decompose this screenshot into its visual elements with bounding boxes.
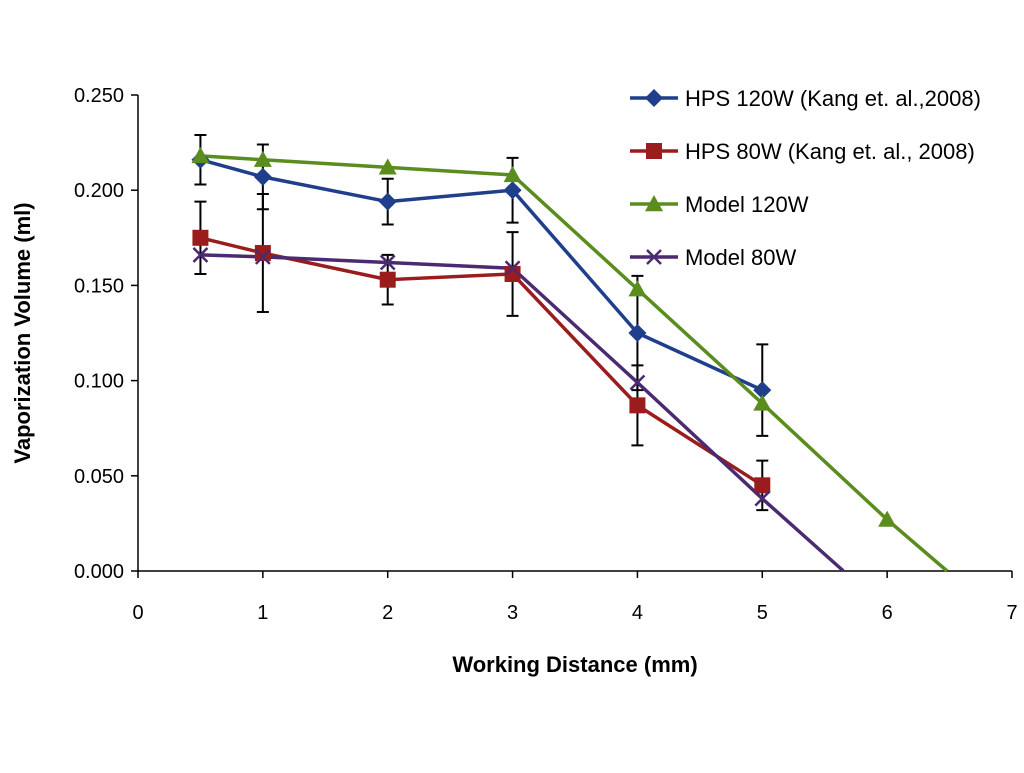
x-tick-label: 0	[132, 602, 143, 624]
data-point	[378, 158, 397, 175]
data-point	[504, 260, 521, 277]
data-point	[629, 374, 646, 391]
series-line	[200, 154, 949, 573]
x-tick-label: 3	[507, 602, 518, 624]
series-markers	[191, 146, 897, 527]
x-tick-label: 1	[257, 602, 268, 624]
x-tick-label: 7	[1006, 602, 1017, 624]
data-point	[254, 248, 271, 265]
data-point	[253, 167, 272, 186]
data-point	[379, 254, 396, 271]
legend-label: Model 80W	[685, 245, 797, 270]
legend-label: HPS 80W (Kang et. al., 2008)	[685, 139, 975, 164]
y-tick-label: 0.200	[74, 180, 124, 202]
legend-label: HPS 120W (Kang et. al.,2008)	[685, 86, 981, 111]
y-tick-label: 0.050	[74, 466, 124, 488]
y-tick-label: 0.100	[74, 371, 124, 393]
y-tick-label: 0.150	[74, 275, 124, 297]
data-point	[628, 324, 647, 342]
legend: HPS 120W (Kang et. al.,2008) HPS 80W (Kan…	[630, 86, 981, 270]
axes: 0.000 0.050 0.100 0.150 0.200 0.250 0 1 2 3 4 5 6 7	[74, 85, 1018, 624]
legend-swatch-marker	[645, 195, 663, 212]
data-point	[254, 245, 271, 262]
x-tick-label: 2	[382, 602, 393, 624]
series-line	[200, 253, 845, 573]
data-point	[754, 490, 771, 507]
data-point	[753, 381, 772, 400]
data-point	[753, 394, 772, 411]
data-point	[192, 229, 209, 246]
data-point	[878, 510, 897, 527]
series-line	[199, 158, 764, 392]
data-point	[192, 247, 209, 263]
data-point	[379, 271, 396, 288]
series-lines	[199, 154, 949, 573]
error-bars	[194, 133, 769, 512]
data-point	[191, 146, 210, 164]
data-point	[503, 181, 522, 200]
x-tick-label: 5	[757, 602, 768, 624]
data-point	[628, 280, 647, 297]
data-point	[378, 192, 397, 211]
data-point	[629, 397, 646, 414]
y-tick-label: 0.000	[74, 561, 124, 583]
x-tick-label: 6	[882, 602, 893, 624]
y-axis-title: Vaporization Volume (ml)	[10, 202, 35, 463]
data-point	[253, 150, 272, 167]
x-axis-title: Working Distance (mm)	[452, 652, 697, 677]
data-point	[754, 477, 771, 494]
legend-swatch-marker	[645, 89, 663, 107]
data-point	[504, 265, 521, 282]
data-point	[503, 165, 522, 183]
legend-swatch-marker	[646, 249, 662, 265]
legend-swatch-marker	[646, 143, 662, 159]
y-tick-label: 0.250	[74, 85, 124, 107]
series-line	[200, 236, 764, 487]
legend-label: Model 120W	[685, 192, 809, 217]
x-tick-label: 4	[632, 602, 643, 624]
